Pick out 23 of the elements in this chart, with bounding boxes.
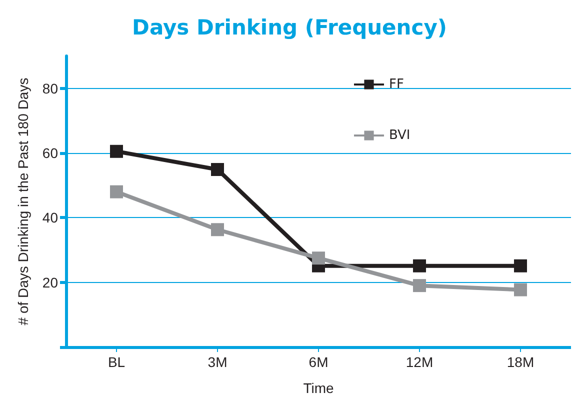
point — [514, 259, 527, 272]
y-tick-label: 80 — [42, 80, 58, 96]
x-tick-label: 6M — [308, 354, 328, 370]
point — [211, 162, 224, 176]
x-axis-title: Time — [303, 380, 334, 396]
point — [413, 259, 426, 272]
point — [110, 185, 123, 198]
y-tick-label: 60 — [42, 145, 58, 161]
y-tick-label: 20 — [42, 274, 58, 290]
y-axis-title: # of Days Drinking in the Past 180 Days — [15, 78, 31, 326]
chart-title: Days Drinking (Frequency) — [132, 16, 447, 40]
legend-label: FF — [389, 77, 404, 92]
point — [312, 252, 325, 265]
point — [413, 279, 426, 292]
point — [514, 283, 527, 296]
legend-label: BVI — [389, 128, 410, 143]
y-tick-label: 40 — [42, 210, 58, 226]
point — [211, 223, 224, 236]
x-tick-label: 3M — [208, 354, 228, 370]
x-tick-label: 12M — [406, 354, 434, 370]
point — [110, 144, 123, 158]
x-tick-label: 18M — [506, 354, 534, 370]
x-tick-label: BL — [108, 354, 126, 370]
